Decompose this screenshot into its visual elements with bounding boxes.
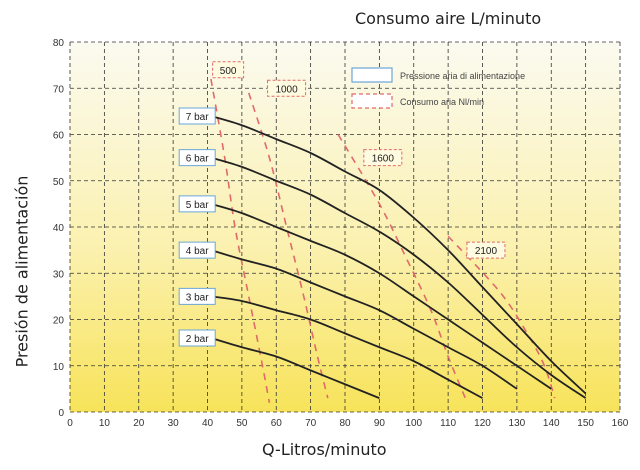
consumption-curve-500 bbox=[210, 78, 271, 403]
series-label-2-bar: 2 bar bbox=[186, 334, 209, 345]
consumption-curve-1000 bbox=[247, 92, 329, 399]
x-tick-label-100: 100 bbox=[405, 418, 422, 429]
y-tick-label-80: 80 bbox=[53, 38, 65, 49]
grid-lines bbox=[69, 41, 621, 413]
series-label-box-4-bar bbox=[178, 241, 216, 259]
flow-label-box-2100 bbox=[466, 241, 506, 259]
y-tick-label-50: 50 bbox=[53, 177, 65, 188]
x-tick-label-10: 10 bbox=[99, 418, 111, 429]
x-tick-label-120: 120 bbox=[474, 418, 491, 429]
legend-swatch-consumption bbox=[351, 93, 393, 109]
x-tick-label-80: 80 bbox=[339, 418, 351, 429]
y-tick-label-60: 60 bbox=[53, 131, 65, 142]
legend: Pressione aria di alimentazione Consumo a… bbox=[351, 67, 525, 109]
series-line-5-bar bbox=[210, 203, 552, 390]
series-line-6-bar bbox=[210, 156, 587, 399]
flow-label-box-1000 bbox=[267, 79, 307, 97]
legend-swatch-pressure bbox=[351, 67, 393, 83]
consumption-curve-1600 bbox=[337, 134, 467, 399]
series-line-2-bar bbox=[210, 337, 380, 399]
series-label-box-5-bar bbox=[178, 195, 216, 213]
series-line-4-bar bbox=[210, 249, 518, 390]
x-tick-label-130: 130 bbox=[509, 418, 526, 429]
series-label-box-7-bar bbox=[178, 107, 216, 125]
x-tick-label-30: 30 bbox=[168, 418, 180, 429]
x-tick-label-90: 90 bbox=[374, 418, 386, 429]
y-tick-label-40: 40 bbox=[53, 223, 65, 234]
x-tick-label-140: 140 bbox=[543, 418, 560, 429]
x-tick-label-60: 60 bbox=[271, 418, 283, 429]
flow-label-1600: 1600 bbox=[372, 154, 395, 165]
x-tick-label-160: 160 bbox=[612, 418, 629, 429]
series-labels: 7 bar 6 bar 5 bar 4 bar 3 bar 2 bar bbox=[178, 107, 216, 347]
x-tick-label-50: 50 bbox=[236, 418, 248, 429]
flow-labels: 500 1000 1600 2100 bbox=[212, 61, 506, 259]
y-tick-label-10: 10 bbox=[53, 362, 65, 373]
series-line-7-bar bbox=[210, 115, 587, 395]
pressure-series bbox=[210, 115, 587, 399]
y-tick-label-0: 0 bbox=[58, 408, 64, 419]
x-tick-label-40: 40 bbox=[202, 418, 214, 429]
x-tick-label-110: 110 bbox=[440, 418, 456, 429]
flow-label-box-500 bbox=[212, 61, 245, 79]
legend-label-pressure: Pressione aria di alimentazione bbox=[400, 71, 525, 81]
x-tick-label-0: 0 bbox=[67, 418, 73, 429]
y-tick-label-20: 20 bbox=[53, 316, 65, 327]
flow-label-2100: 2100 bbox=[475, 246, 498, 257]
series-label-box-3-bar bbox=[178, 287, 216, 305]
consumption-curves bbox=[210, 78, 556, 403]
series-line-3-bar bbox=[210, 295, 483, 399]
flow-label-1000: 1000 bbox=[275, 84, 298, 95]
series-label-box-2-bar bbox=[178, 329, 216, 347]
flow-label-500: 500 bbox=[220, 66, 237, 77]
series-label-box-6-bar bbox=[178, 149, 216, 167]
series-label-4-bar: 4 bar bbox=[186, 246, 209, 257]
series-label-3-bar: 3 bar bbox=[186, 292, 209, 303]
top-axis-title: Consumo aire L/minuto bbox=[355, 9, 542, 28]
y-tick-label-30: 30 bbox=[53, 269, 65, 280]
consumption-curve-2100 bbox=[447, 235, 556, 399]
series-label-5-bar: 5 bar bbox=[186, 200, 209, 211]
legend-label-consumption: Consumo aria Nl/min bbox=[400, 97, 484, 107]
axis-ticks: 0 10 20 30 40 50 60 70 80 90 100 110 120 130 140 150 160… bbox=[53, 38, 629, 429]
x-tick-label-70: 70 bbox=[305, 418, 317, 429]
y-tick-label-70: 70 bbox=[53, 84, 65, 95]
x-axis-title: Q-Litros/minuto bbox=[262, 440, 387, 459]
series-label-7-bar: 7 bar bbox=[186, 112, 209, 123]
x-tick-label-150: 150 bbox=[577, 418, 594, 429]
series-label-6-bar: 6 bar bbox=[186, 154, 209, 165]
flow-label-box-1600 bbox=[363, 149, 403, 167]
x-tick-label-20: 20 bbox=[133, 418, 145, 429]
